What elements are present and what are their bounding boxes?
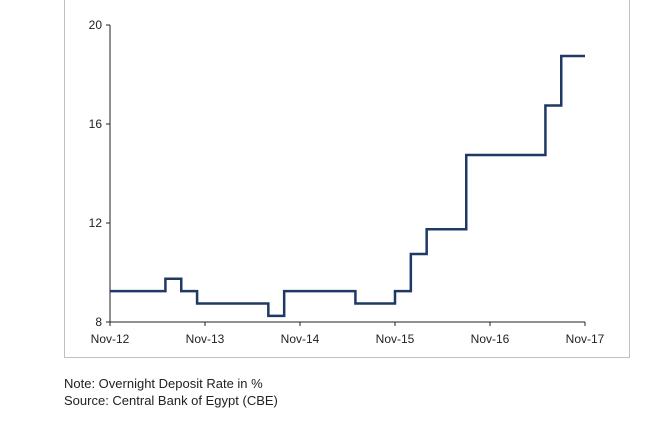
chart-frame: [64, 0, 630, 358]
x-tick-label: Nov-16: [471, 332, 510, 346]
x-tick-label: Nov-13: [186, 332, 225, 346]
x-ticks: Nov-12 Nov-13 Nov-14 Nov-15 Nov-16 Nov-17: [91, 322, 605, 346]
x-tick-label: Nov-15: [376, 332, 415, 346]
x-tick-label: Nov-17: [566, 332, 605, 346]
notes: Note: Overnight Deposit Rate in % Source…: [64, 375, 278, 409]
y-tick-label: 20: [89, 18, 103, 32]
x-tick-label: Nov-14: [281, 332, 320, 346]
note-text: Note: Overnight Deposit Rate in %: [64, 376, 263, 391]
y-ticks: 8 12 16 20: [89, 18, 110, 329]
y-tick-label: 16: [89, 117, 103, 131]
y-tick-label: 12: [89, 216, 103, 230]
x-tick-label: Nov-12: [91, 332, 130, 346]
deposit-rate-line: [110, 54, 585, 318]
source-text: Source: Central Bank of Egypt (CBE): [64, 393, 278, 408]
y-tick-label: 8: [95, 315, 102, 329]
